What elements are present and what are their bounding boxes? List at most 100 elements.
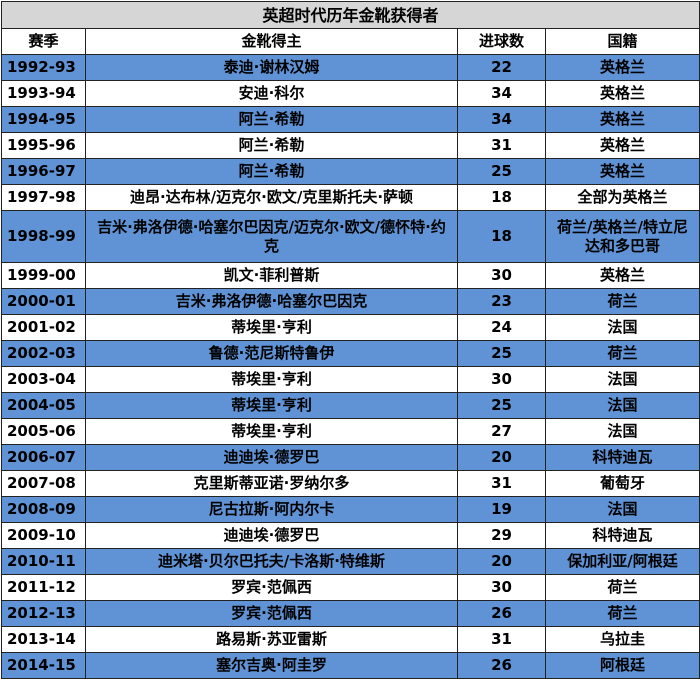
table-title: 英超时代历年金靴获得者 xyxy=(0,1,700,29)
top-scorer-cell: 蒂埃里·亨利 xyxy=(85,366,458,393)
goals-cell: 20 xyxy=(457,444,546,471)
goals-cell: 23 xyxy=(457,288,546,315)
table-row: 2007-08 克里斯蒂亚诺·罗纳尔多 31 葡萄牙 xyxy=(1,470,700,497)
top-scorer-cell: 蒂埃里·亨利 xyxy=(85,314,458,341)
nationality-cell: 英格兰 xyxy=(544,80,700,107)
title-row: 英超时代历年金靴获得者 xyxy=(0,1,700,29)
table-row: 2013-14 路易斯·苏亚雷斯 31 乌拉圭 xyxy=(1,626,700,653)
column-header: 金靴得主 xyxy=(85,28,458,55)
nationality-cell: 法国 xyxy=(544,496,700,523)
season-cell: 1994-95 xyxy=(1,106,86,133)
table-row: 1995-96 阿兰·希勒 31 英格兰 xyxy=(1,132,700,159)
table-row: 2010-11 迪米塔·贝尔巴托夫/卡洛斯·特维斯 20 保加利亚/阿根廷 xyxy=(1,548,700,575)
goals-cell: 24 xyxy=(457,314,546,341)
top-scorer-cell: 迪迪埃·德罗巴 xyxy=(85,522,458,549)
goals-cell: 26 xyxy=(457,600,546,627)
nationality-cell: 科特迪瓦 xyxy=(544,444,700,471)
nationality-cell: 阿根廷 xyxy=(544,652,700,679)
goals-cell: 22 xyxy=(457,54,546,81)
goals-cell: 34 xyxy=(457,106,546,133)
goals-cell: 34 xyxy=(457,80,546,107)
table-row: 2012-13 罗宾·范佩西 26 荷兰 xyxy=(1,600,700,627)
goals-cell: 18 xyxy=(457,184,546,211)
top-scorer-cell: 克里斯蒂亚诺·罗纳尔多 xyxy=(85,470,458,497)
goals-cell: 19 xyxy=(457,496,546,523)
table-row: 2004-05 蒂埃里·亨利 25 法国 xyxy=(1,392,700,419)
season-cell: 2001-02 xyxy=(1,314,86,341)
top-scorer-cell: 凯文·菲利普斯 xyxy=(85,262,458,289)
season-cell: 2009-10 xyxy=(1,522,86,549)
table-row: 1996-97 阿兰·希勒 25 英格兰 xyxy=(1,158,700,185)
top-scorer-cell: 安迪·科尔 xyxy=(85,80,458,107)
goals-cell: 25 xyxy=(457,392,546,419)
table-row: 2001-02 蒂埃里·亨利 24 法国 xyxy=(1,314,700,341)
season-cell: 2003-04 xyxy=(1,366,86,393)
goals-cell: 29 xyxy=(457,522,546,549)
top-scorer-cell: 尼古拉斯·阿内尔卡 xyxy=(85,496,458,523)
nationality-cell: 法国 xyxy=(544,392,700,419)
goals-cell: 20 xyxy=(457,548,546,575)
season-cell: 2010-11 xyxy=(1,548,86,575)
table-row: 2002-03 鲁德·范尼斯特鲁伊 25 荷兰 xyxy=(1,340,700,367)
top-scorer-cell: 蒂埃里·亨利 xyxy=(85,418,458,445)
nationality-cell: 乌拉圭 xyxy=(544,626,700,653)
top-scorer-cell: 吉米·弗洛伊德·哈塞尔巴因克 xyxy=(85,288,458,315)
table-row: 2008-09 尼古拉斯·阿内尔卡 19 法国 xyxy=(1,496,700,523)
nationality-cell: 英格兰 xyxy=(544,132,700,159)
table-row: 1994-95 阿兰·希勒 34 英格兰 xyxy=(1,106,700,133)
table-row: 1992-93 泰迪·谢林汉姆 22 英格兰 xyxy=(1,54,700,81)
nationality-cell: 法国 xyxy=(544,418,700,445)
nationality-cell: 荷兰/英格兰/特立尼达和多巴哥 xyxy=(544,210,700,263)
goals-cell: 31 xyxy=(457,132,546,159)
top-scorer-cell: 阿兰·希勒 xyxy=(85,158,458,185)
nationality-cell: 英格兰 xyxy=(544,158,700,185)
nationality-cell: 英格兰 xyxy=(544,262,700,289)
season-cell: 2005-06 xyxy=(1,418,86,445)
nationality-cell: 荷兰 xyxy=(544,340,700,367)
top-scorer-cell: 吉米·弗洛伊德·哈塞尔巴因克/迈克尔·欧文/德怀特·约克 xyxy=(85,210,458,263)
season-cell: 1997-98 xyxy=(1,184,86,211)
goals-cell: 30 xyxy=(457,262,546,289)
goals-cell: 30 xyxy=(457,574,546,601)
goals-cell: 30 xyxy=(457,366,546,393)
top-scorer-cell: 路易斯·苏亚雷斯 xyxy=(85,626,458,653)
top-scorer-cell: 迪迪埃·德罗巴 xyxy=(85,444,458,471)
season-cell: 1992-93 xyxy=(1,54,86,81)
table-row: 1999-00 凯文·菲利普斯 30 英格兰 xyxy=(1,262,700,289)
column-header: 国籍 xyxy=(544,28,700,55)
nationality-cell: 荷兰 xyxy=(544,574,700,601)
top-scorer-cell: 泰迪·谢林汉姆 xyxy=(85,54,458,81)
top-scorer-cell: 罗宾·范佩西 xyxy=(85,600,458,627)
nationality-cell: 荷兰 xyxy=(544,600,700,627)
table-row: 2009-10 迪迪埃·德罗巴 29 科特迪瓦 xyxy=(1,522,700,549)
nationality-cell: 英格兰 xyxy=(544,106,700,133)
season-cell: 2007-08 xyxy=(1,470,86,497)
nationality-cell: 法国 xyxy=(544,314,700,341)
top-scorer-cell: 迪米塔·贝尔巴托夫/卡洛斯·特维斯 xyxy=(85,548,458,575)
table-row: 1993-94 安迪·科尔 34 英格兰 xyxy=(1,80,700,107)
top-scorer-cell: 阿兰·希勒 xyxy=(85,132,458,159)
goals-cell: 31 xyxy=(457,470,546,497)
season-cell: 2011-12 xyxy=(1,574,86,601)
top-scorer-cell: 塞尔吉奥·阿圭罗 xyxy=(85,652,458,679)
season-cell: 2014-15 xyxy=(1,652,86,679)
goals-cell: 25 xyxy=(457,340,546,367)
nationality-cell: 葡萄牙 xyxy=(544,470,700,497)
table-row: 2000-01 吉米·弗洛伊德·哈塞尔巴因克 23 荷兰 xyxy=(1,288,700,315)
goals-cell: 25 xyxy=(457,158,546,185)
column-header: 进球数 xyxy=(457,28,546,55)
nationality-cell: 英格兰 xyxy=(544,54,700,81)
season-cell: 1993-94 xyxy=(1,80,86,107)
nationality-cell: 法国 xyxy=(544,366,700,393)
goals-cell: 18 xyxy=(457,210,546,263)
table-row: 2005-06 蒂埃里·亨利 27 法国 xyxy=(1,418,700,445)
season-cell: 1999-00 xyxy=(1,262,86,289)
nationality-cell: 保加利亚/阿根廷 xyxy=(544,548,700,575)
season-cell: 2004-05 xyxy=(1,392,86,419)
season-cell: 2012-13 xyxy=(1,600,86,627)
nationality-cell: 全部为英格兰 xyxy=(544,184,700,211)
season-cell: 2002-03 xyxy=(1,340,86,367)
table-body: 1992-93 泰迪·谢林汉姆 22 英格兰 1993-94 安迪·科尔 34 英格兰 1994… xyxy=(1,54,700,679)
